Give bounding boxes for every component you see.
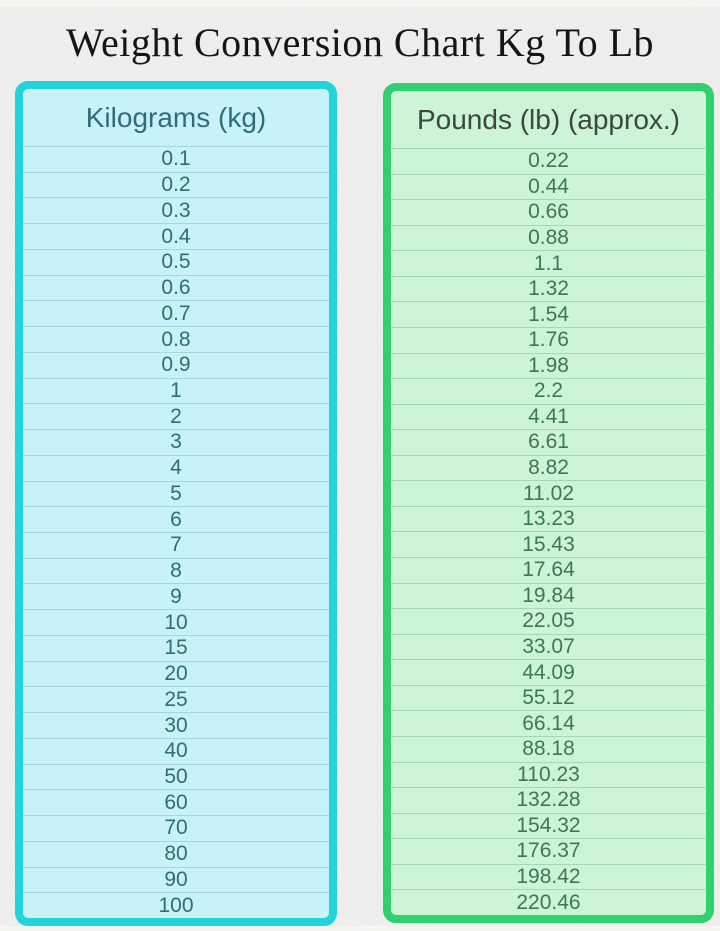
table-cell-lb: 154.32 bbox=[391, 814, 706, 840]
table-cell-lb: 110.23 bbox=[391, 763, 706, 789]
table-cell-lb: 88.18 bbox=[391, 737, 706, 763]
table-cell-lb: 22.05 bbox=[391, 609, 706, 635]
table-cell-kg: 70 bbox=[23, 816, 329, 842]
table-cell-lb: 4.41 bbox=[391, 405, 706, 431]
top-edge-highlight bbox=[0, 0, 720, 7]
table-cell-lb: 19.84 bbox=[391, 584, 706, 610]
table-cell-lb: 33.07 bbox=[391, 635, 706, 661]
table-cell-lb: 1.1 bbox=[391, 251, 706, 277]
table-cell-kg: 30 bbox=[23, 713, 329, 739]
page-title: Weight Conversion Chart Kg To Lb bbox=[65, 20, 655, 65]
table-cell-lb: 1.76 bbox=[391, 328, 706, 354]
table-cell-lb: 44.09 bbox=[391, 660, 706, 686]
table-cell-kg: 20 bbox=[23, 662, 329, 688]
table-cell-kg: 9 bbox=[23, 584, 329, 611]
table-cell-kg: 0.5 bbox=[23, 250, 329, 276]
table-cell-kg: 1 bbox=[23, 379, 329, 405]
table-cell-kg: 0.1 bbox=[23, 147, 329, 173]
table-cell-kg: 0.3 bbox=[23, 198, 329, 225]
table-cell-kg: 80 bbox=[23, 842, 329, 868]
table-cell-kg: 0.6 bbox=[23, 276, 329, 302]
table-cell-kg: 0.8 bbox=[23, 327, 329, 353]
pounds-header: Pounds (lb) (approx.) bbox=[391, 91, 706, 149]
table-cell-lb: 11.02 bbox=[391, 481, 706, 507]
table-cell-kg: 90 bbox=[23, 868, 329, 894]
table-cell-lb: 0.88 bbox=[391, 226, 706, 252]
table-cell-lb: 2.2 bbox=[391, 379, 706, 405]
table-cell-lb: 176.37 bbox=[391, 839, 706, 865]
table-cell-lb: 1.32 bbox=[391, 277, 706, 303]
table-cell-lb: 15.43 bbox=[391, 532, 706, 558]
table-cell-kg: 40 bbox=[23, 739, 329, 765]
table-cell-kg: 15 bbox=[23, 636, 329, 662]
table-cell-kg: 6 bbox=[23, 507, 329, 534]
table-cell-lb: 6.61 bbox=[391, 430, 706, 456]
kilograms-header: Kilograms (kg) bbox=[23, 89, 329, 147]
table-cell-lb: 66.14 bbox=[391, 711, 706, 737]
table-cell-lb: 198.42 bbox=[391, 865, 706, 891]
table-cell-kg: 0.2 bbox=[23, 173, 329, 199]
table-cell-lb: 0.22 bbox=[391, 149, 706, 175]
table-cell-kg: 8 bbox=[23, 559, 329, 585]
table-cell-kg: 3 bbox=[23, 430, 329, 456]
table-cell-lb: 132.28 bbox=[391, 788, 706, 814]
table-cell-kg: 4 bbox=[23, 456, 329, 482]
table-cell-lb: 55.12 bbox=[391, 686, 706, 712]
pounds-rows: 0.22 0.44 0.66 0.88 1.1 1.32 1.54 1.76 1.98 2.2 4.… bbox=[391, 149, 706, 915]
table-cell-lb: 13.23 bbox=[391, 507, 706, 533]
table-cell-kg: 7 bbox=[23, 533, 329, 559]
table-cell-lb: 17.64 bbox=[391, 558, 706, 584]
table-cell-lb: 8.82 bbox=[391, 456, 706, 482]
kilograms-panel: Kilograms (kg) 0.1 0.2 0.3 0.4 0.5 0.6 0.7 0.8 0… bbox=[15, 81, 337, 926]
table-cell-lb: 0.44 bbox=[391, 175, 706, 201]
table-cell-kg: 50 bbox=[23, 765, 329, 791]
bottom-edge-highlight bbox=[0, 926, 720, 931]
table-cell-kg: 0.9 bbox=[23, 353, 329, 379]
table-cell-kg: 100 bbox=[158, 893, 194, 917]
table-cell-lb: 0.66 bbox=[391, 200, 706, 226]
pounds-panel: Pounds (lb) (approx.) 0.22 0.44 0.66 0.88 1.… bbox=[383, 83, 714, 923]
table-cell-lb: 1.98 bbox=[391, 354, 706, 380]
kilograms-rows: 0.1 0.2 0.3 0.4 0.5 0.6 0.7 0.8 0.9 1 2 3 4 5 6 7 8 9 10 15… bbox=[23, 147, 329, 918]
table-cell-kg: 0.7 bbox=[23, 301, 329, 328]
table-cell-kg: 25 bbox=[23, 687, 329, 714]
table-cell-kg: 2 bbox=[23, 404, 329, 431]
table-cell-kg: 10 bbox=[23, 610, 329, 636]
table-cell-lb: 220.46 bbox=[516, 890, 581, 914]
table-cell-lb: 1.54 bbox=[391, 302, 706, 328]
table-cell-kg: 5 bbox=[23, 482, 329, 508]
table-cell-kg: 60 bbox=[23, 790, 329, 817]
table-cell-kg: 0.4 bbox=[23, 224, 329, 250]
